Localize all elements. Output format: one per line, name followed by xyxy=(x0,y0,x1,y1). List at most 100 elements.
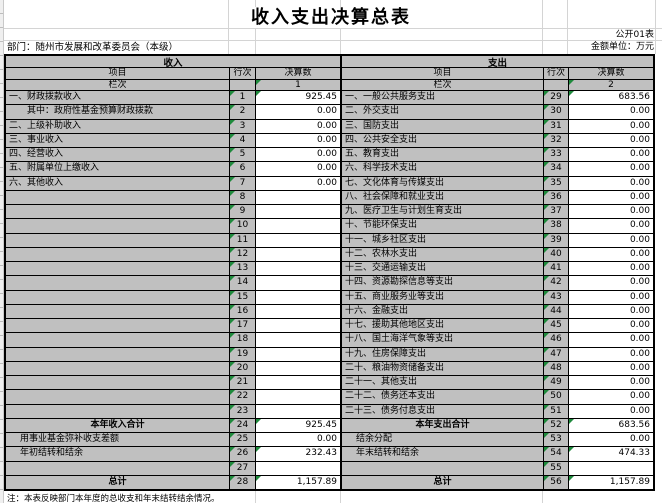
row-item-label xyxy=(6,461,230,475)
row-line-number: 13 xyxy=(230,262,256,276)
row-item-label: 三、国防支出 xyxy=(342,119,544,133)
row-amount: 0.00 xyxy=(256,119,340,133)
row-line-number: 35 xyxy=(544,176,569,190)
row-item-label: 年初结转和结余 xyxy=(6,447,230,461)
row-line-number: 50 xyxy=(544,390,569,404)
row-amount xyxy=(256,205,340,219)
row-amount: 0.00 xyxy=(256,148,340,162)
row-item-label: 年末结转和结余 xyxy=(342,447,544,461)
row-amount xyxy=(256,347,340,361)
row-line-number: 55 xyxy=(544,461,569,475)
row-line-number: 18 xyxy=(230,333,256,347)
expense-column-headers: 项目 行次 决算数 xyxy=(342,68,653,80)
row-amount: 0.00 xyxy=(256,433,340,447)
table-row: 十八、国土海洋气象等支出 46 0.00 xyxy=(342,333,653,348)
row-amount: 0.00 xyxy=(569,176,653,190)
row-amount: 0.00 xyxy=(569,119,653,133)
table-row: 十三、交通运输支出 41 0.00 xyxy=(342,262,653,277)
row-line-number: 28 xyxy=(230,475,256,489)
table-row: 六、其他收入 7 0.00 xyxy=(6,176,340,191)
gridline xyxy=(567,0,568,54)
row-item-label xyxy=(6,233,230,247)
table-row: 结余分配 53 0.00 xyxy=(342,433,653,448)
col-header-item: 项目 xyxy=(6,68,230,79)
expense-column-index-row: 栏次 2 xyxy=(342,80,653,91)
row-line-number: 31 xyxy=(544,119,569,133)
income-rows: 一、财政拨款收入 1 925.45 其中：政府性基金预算财政拨款 2 0.00 … xyxy=(6,91,340,489)
column-index-blank xyxy=(544,80,569,90)
row-line-number: 2 xyxy=(230,105,256,119)
col-header-line: 行次 xyxy=(544,68,569,79)
row-amount: 0.00 xyxy=(569,162,653,176)
gridline xyxy=(655,0,656,54)
row-item-label xyxy=(6,276,230,290)
row-line-number: 16 xyxy=(230,304,256,318)
row-line-number: 36 xyxy=(544,190,569,204)
row-line-number: 8 xyxy=(230,190,256,204)
income-section: 收入 项目 行次 决算数 栏次 1 一、财政拨款收入 1 925.45 其中：政… xyxy=(6,56,340,489)
row-amount xyxy=(256,461,340,475)
column-index-label: 栏次 xyxy=(342,80,544,90)
income-column-headers: 项目 行次 决算数 xyxy=(6,68,340,80)
table-row: 十二、农林水支出 40 0.00 xyxy=(342,247,653,262)
row-amount: 0.00 xyxy=(569,105,653,119)
gridline xyxy=(255,491,256,503)
row-item-label: 四、经营收入 xyxy=(6,148,230,162)
row-item-label: 十二、农林水支出 xyxy=(342,247,544,261)
row-item-label xyxy=(6,376,230,390)
row-amount: 0.00 xyxy=(569,148,653,162)
table-row: 本年支出合计 52 683.56 xyxy=(342,418,653,433)
row-item-label: 十九、住房保障支出 xyxy=(342,347,544,361)
row-amount: 925.45 xyxy=(256,418,340,432)
row-amount xyxy=(256,361,340,375)
row-amount: 0.00 xyxy=(569,219,653,233)
table-row: 一、财政拨款收入 1 925.45 xyxy=(6,91,340,106)
row-line-number: 40 xyxy=(544,247,569,261)
gridline xyxy=(0,40,662,41)
row-item-label: 一、财政拨款收入 xyxy=(6,91,230,105)
row-item-label xyxy=(6,319,230,333)
row-amount xyxy=(256,247,340,261)
row-item-label: 十五、商业服务业等支出 xyxy=(342,290,544,304)
table-row: 五、教育支出 33 0.00 xyxy=(342,148,653,163)
row-item-label: 三、事业收入 xyxy=(6,133,230,147)
row-line-number: 15 xyxy=(230,290,256,304)
table-row: 十七、援助其他地区支出 45 0.00 xyxy=(342,319,653,334)
table-row: 二十三、债务付息支出 51 0.00 xyxy=(342,404,653,419)
table-row: 六、科学技术支出 34 0.00 xyxy=(342,162,653,177)
table-row: 八、社会保障和就业支出 36 0.00 xyxy=(342,190,653,205)
row-item-label: 本年支出合计 xyxy=(342,418,544,432)
row-amount xyxy=(256,262,340,276)
row-amount xyxy=(256,290,340,304)
row-amount: 0.00 xyxy=(569,247,653,261)
table-row: 十五、商业服务业等支出 43 0.00 xyxy=(342,290,653,305)
row-line-number: 39 xyxy=(544,233,569,247)
row-line-number: 29 xyxy=(544,91,569,105)
row-line-number: 47 xyxy=(544,347,569,361)
row-amount: 0.00 xyxy=(256,176,340,190)
gridline xyxy=(340,491,341,503)
row-item-label: 八、社会保障和就业支出 xyxy=(342,190,544,204)
row-line-number: 48 xyxy=(544,361,569,375)
row-line-number: 45 xyxy=(544,319,569,333)
row-line-number: 9 xyxy=(230,205,256,219)
row-item-label: 结余分配 xyxy=(342,433,544,447)
row-amount: 683.56 xyxy=(569,91,653,105)
row-amount: 0.00 xyxy=(569,347,653,361)
row-item-label xyxy=(6,404,230,418)
table-row: 14 xyxy=(6,276,340,291)
row-line-number: 24 xyxy=(230,418,256,432)
table-row: 二十一、其他支出 49 0.00 xyxy=(342,376,653,391)
row-amount: 0.00 xyxy=(569,304,653,318)
row-line-number: 5 xyxy=(230,148,256,162)
row-item-label: 六、科学技术支出 xyxy=(342,162,544,176)
table-row: 二、上级补助收入 3 0.00 xyxy=(6,119,340,134)
row-item-label: 二十三、债务付息支出 xyxy=(342,404,544,418)
row-item-label: 二十、粮油物资储备支出 xyxy=(342,361,544,375)
row-item-label: 九、医疗卫生与计划生育支出 xyxy=(342,205,544,219)
table-row: 20 xyxy=(6,361,340,376)
row-amount xyxy=(569,461,653,475)
row-line-number: 46 xyxy=(544,333,569,347)
public-table-label: 公开01表 xyxy=(615,30,654,40)
table-row: 十一、城乡社区支出 39 0.00 xyxy=(342,233,653,248)
